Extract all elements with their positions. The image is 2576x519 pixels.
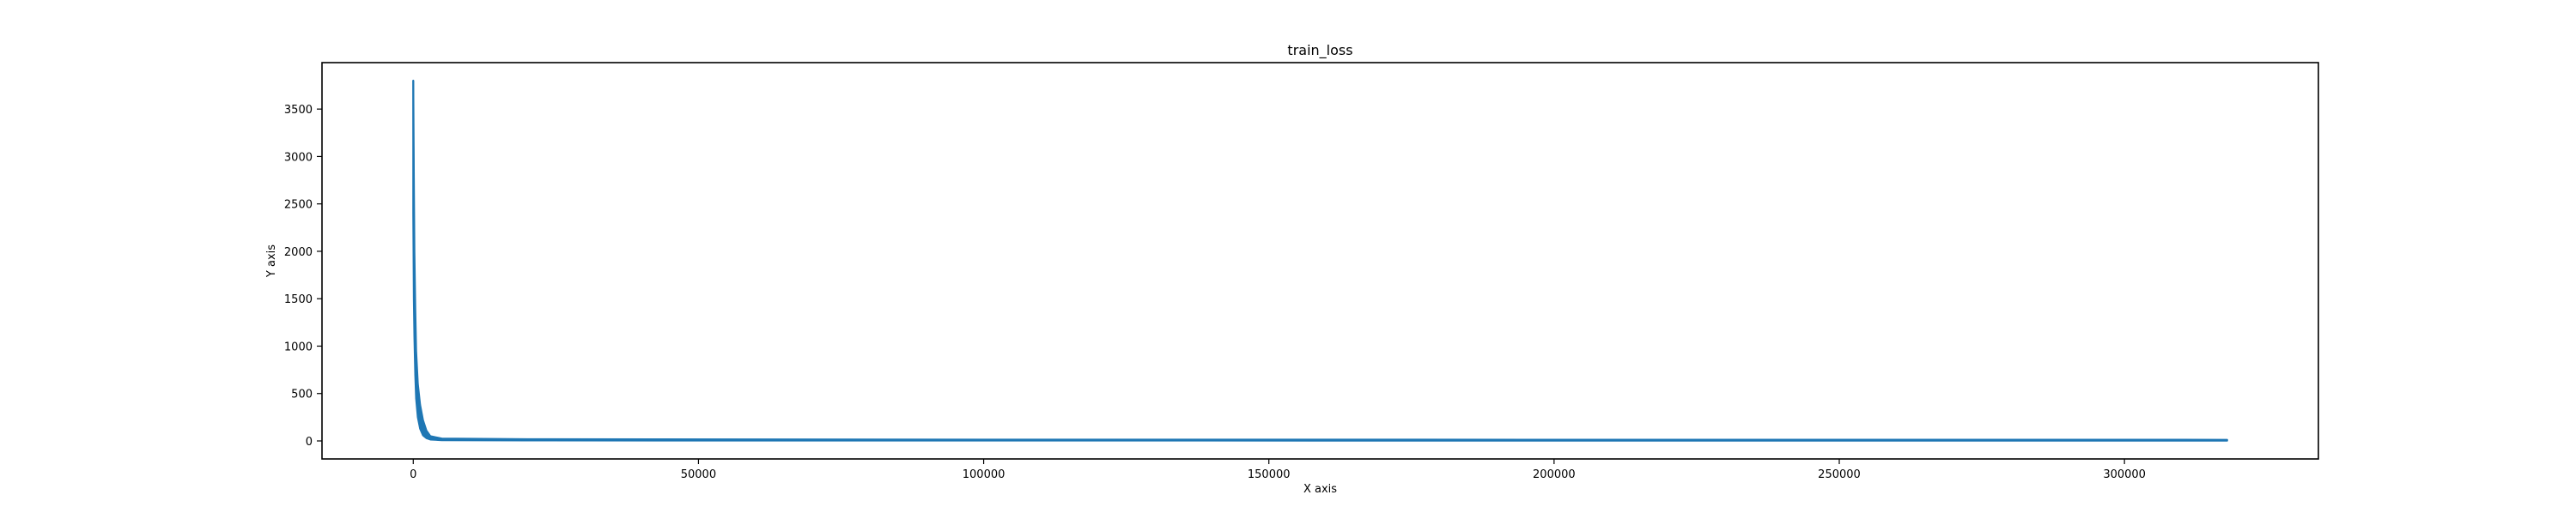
y-tick-label: 0 — [306, 436, 313, 449]
plot-marks — [412, 79, 2228, 442]
x-tick-label: 300000 — [2103, 468, 2146, 481]
x-tick-label: 250000 — [1818, 468, 1861, 481]
x-tick-label: 50000 — [681, 468, 716, 481]
x-axis-ticks: 0 50000 100000 150000 200000 250000 300000 — [410, 459, 2146, 481]
y-tick-label: 500 — [291, 389, 313, 401]
chart-title: train_loss — [1287, 42, 1352, 59]
x-axis-label: X axis — [1303, 483, 1337, 496]
x-tick-label: 100000 — [963, 468, 1005, 481]
x-tick-label: 0 — [410, 468, 416, 481]
y-tick-label: 2000 — [284, 246, 313, 259]
y-tick-label: 3500 — [284, 104, 313, 117]
series-line — [412, 80, 2227, 442]
y-tick-label: 3000 — [284, 151, 313, 164]
y-axis-ticks: 0 500 1000 1500 2000 2500 3000 3500 — [284, 104, 322, 449]
y-tick-label: 1500 — [284, 293, 313, 306]
y-tick-label: 1000 — [284, 341, 313, 353]
x-tick-label: 200000 — [1533, 468, 1576, 481]
y-axis-label: Y axis — [265, 244, 278, 278]
x-tick-label: 150000 — [1248, 468, 1291, 481]
plot-frame — [321, 62, 2319, 460]
y-tick-label: 2500 — [284, 199, 313, 212]
